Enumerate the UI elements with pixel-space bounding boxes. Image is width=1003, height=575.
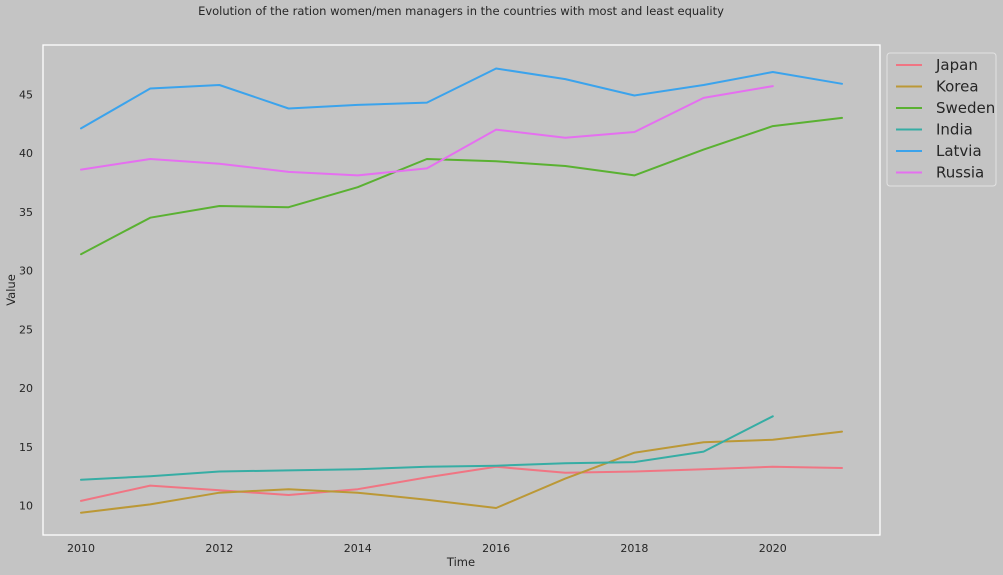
y-tick-label: 25 — [19, 323, 33, 336]
y-tick-label: 45 — [19, 88, 33, 101]
x-tick-label: 2012 — [205, 542, 233, 555]
series-line-japan — [80, 465, 843, 502]
chart-title: Evolution of the ration women/men manage… — [198, 4, 724, 18]
x-tick-label: 2018 — [620, 542, 648, 555]
x-tick-label: 2016 — [482, 542, 510, 555]
y-tick-label: 20 — [19, 382, 33, 395]
legend-label-sweden: Sweden — [936, 99, 995, 117]
y-axis: 10 15 20 25 30 35 40 45 — [19, 88, 33, 512]
y-tick-label: 10 — [19, 500, 33, 513]
y-tick-label: 30 — [19, 265, 33, 278]
series-line-india — [80, 415, 774, 481]
series-line-latvia — [80, 67, 843, 130]
legend-label-latvia: Latvia — [936, 142, 982, 160]
y-axis-label: Value — [4, 274, 18, 306]
plot-area — [42, 44, 881, 536]
legend-label-india: India — [936, 121, 973, 139]
x-axis-label: Time — [446, 555, 475, 569]
y-tick-label: 40 — [19, 147, 33, 160]
x-tick-label: 2014 — [344, 542, 372, 555]
y-tick-label: 35 — [19, 206, 33, 219]
legend-label-japan: Japan — [935, 56, 978, 74]
legend-label-russia: Russia — [936, 164, 984, 182]
x-axis: 2010 2012 2014 2016 2018 2020 — [67, 542, 787, 555]
legend: Japan Korea Sweden India Latvia Russia — [886, 52, 997, 187]
x-tick-label: 2010 — [67, 542, 95, 555]
series-line-russia — [80, 85, 774, 177]
series-line-sweden — [80, 116, 843, 256]
series-lines — [80, 67, 843, 514]
y-tick-label: 15 — [19, 441, 33, 454]
series-line-korea — [80, 430, 843, 514]
legend-label-korea: Korea — [936, 78, 979, 96]
x-tick-label: 2020 — [759, 542, 787, 555]
